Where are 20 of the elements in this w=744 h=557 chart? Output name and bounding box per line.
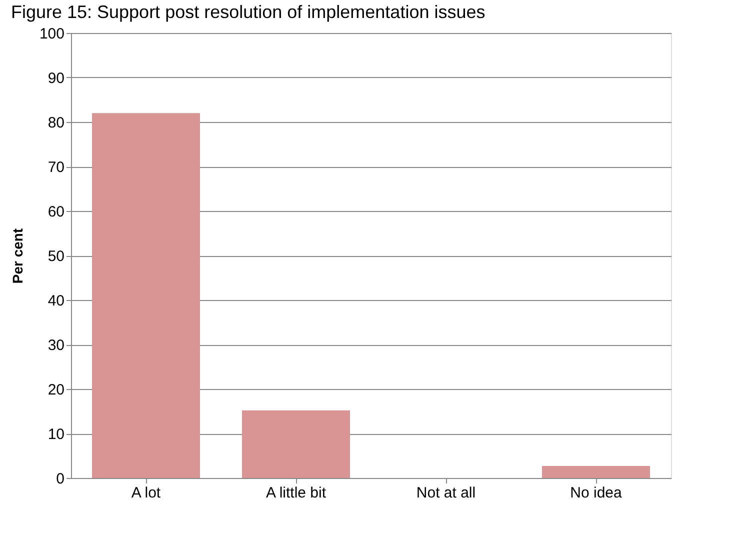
- x-tick-label: A little bit: [266, 484, 327, 502]
- bar: [542, 466, 650, 478]
- y-tick-label: 70: [48, 159, 64, 176]
- y-tick-label: 0: [56, 470, 64, 488]
- y-tick-label: 40: [48, 292, 64, 310]
- x-tick-label: A lot: [131, 484, 162, 502]
- bar: [242, 410, 350, 478]
- y-tick-label: 20: [48, 382, 64, 398]
- y-tick-label: 60: [48, 204, 64, 220]
- y-tick-label: 50: [48, 248, 64, 265]
- y-axis-title: Per cent: [9, 228, 26, 284]
- y-tick-label: 100: [39, 26, 64, 42]
- x-tick-label: No idea: [570, 484, 623, 502]
- x-tick-label: Not at all: [416, 484, 476, 502]
- y-tick-label: 80: [48, 114, 64, 132]
- chart-title: Figure 15: Support post resolution of implementation issues: [10, 2, 486, 22]
- y-tick-label: 30: [48, 337, 64, 354]
- y-tick-label: 90: [48, 70, 64, 87]
- bar: [92, 113, 200, 478]
- y-tick-label: 10: [48, 426, 64, 443]
